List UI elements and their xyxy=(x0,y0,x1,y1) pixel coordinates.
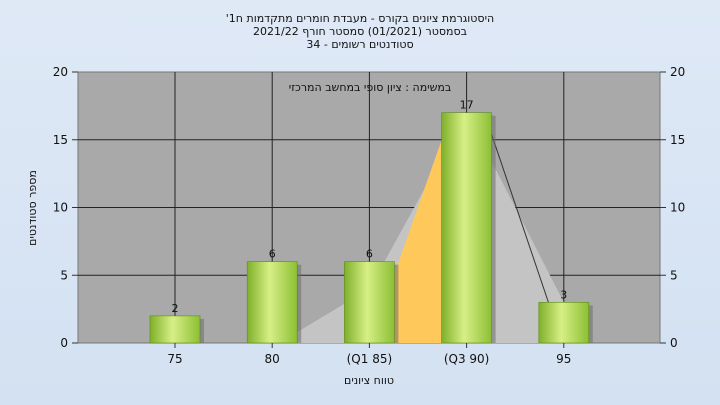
bar xyxy=(344,261,395,344)
x-tick-label: 95 xyxy=(556,352,571,366)
y-tick-label-left: 15 xyxy=(53,133,68,147)
x-axis-label: טווח ציונים xyxy=(344,374,394,387)
bar xyxy=(441,112,492,344)
y-tick-label-right: 20 xyxy=(670,65,685,79)
x-tick-label: (Q1 85) xyxy=(347,352,393,366)
bar-value-label: 3 xyxy=(560,288,567,301)
bar-value-label: 6 xyxy=(269,248,276,261)
x-tick-label: 80 xyxy=(265,352,280,366)
chart-title: היסטוגרמת ציונים בקורס - מעבדת חומרים מת… xyxy=(226,12,494,51)
x-tick-label: 75 xyxy=(167,352,182,366)
bar xyxy=(246,261,298,344)
y-tick-label-right: 15 xyxy=(670,133,685,147)
y-tick-label-right: 5 xyxy=(670,268,678,282)
y-tick-label-left: 10 xyxy=(53,201,68,215)
bar-value-label: 6 xyxy=(366,248,373,261)
trend-line xyxy=(485,116,551,307)
data-labels: 2 6 6 17 3 xyxy=(172,99,568,315)
y-tick-label-right: 10 xyxy=(670,201,685,215)
title-line-3: סטודנטים רשומים - 34 xyxy=(306,38,413,51)
bar xyxy=(538,302,590,344)
title-line-2: בסמסטר (01/2021) סמסטר חורף 2021/22 xyxy=(253,25,467,38)
y-axis-label: מספר סטודנטים xyxy=(26,170,39,246)
y-tick-label-left: 0 xyxy=(60,336,68,350)
bar xyxy=(149,315,201,344)
bar-value-label: 2 xyxy=(172,302,179,315)
title-line-1: היסטוגרמת ציונים בקורס - מעבדת חומרים מת… xyxy=(226,12,494,25)
chart-annotation: במשימה : ציון סופי במחשב המרכזי xyxy=(289,81,452,94)
y-axis-left-ticks: 0 5 10 15 20 xyxy=(53,65,78,350)
x-axis-ticks: 75 80 (Q1 85) (Q3 90) 95 xyxy=(167,343,571,366)
y-tick-label-left: 20 xyxy=(53,65,68,79)
bars xyxy=(149,112,593,344)
y-tick-label-right: 0 xyxy=(670,336,678,350)
x-tick-label: (Q3 90) xyxy=(444,352,490,366)
y-axis-right-ticks: 0 5 10 15 20 xyxy=(660,65,685,350)
y-tick-label-left: 5 xyxy=(60,268,68,282)
bar-value-label: 17 xyxy=(460,99,474,112)
